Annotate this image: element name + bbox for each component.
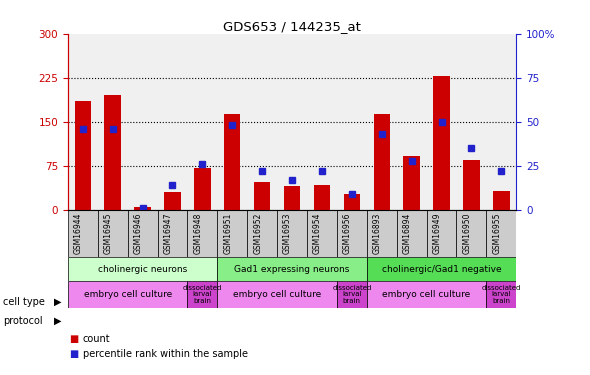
Text: GSM16944: GSM16944 xyxy=(74,212,83,254)
Bar xyxy=(404,156,420,210)
Bar xyxy=(396,210,427,257)
Text: GSM16950: GSM16950 xyxy=(463,212,471,254)
Bar xyxy=(337,281,367,308)
Bar xyxy=(74,101,91,210)
Bar xyxy=(284,186,300,210)
Bar xyxy=(247,210,277,257)
Bar xyxy=(277,210,307,257)
Text: GSM16945: GSM16945 xyxy=(104,212,113,254)
Text: embryo cell culture: embryo cell culture xyxy=(233,290,321,299)
Bar xyxy=(367,281,486,308)
Bar xyxy=(217,257,367,281)
Text: GSM16947: GSM16947 xyxy=(163,212,172,254)
Text: GSM16893: GSM16893 xyxy=(373,212,382,254)
Bar xyxy=(68,210,98,257)
Bar xyxy=(463,160,480,210)
Bar xyxy=(194,168,211,210)
Text: dissociated
larval
brain: dissociated larval brain xyxy=(183,285,222,304)
Bar xyxy=(307,210,337,257)
Text: cholinergic neurons: cholinergic neurons xyxy=(98,265,187,274)
Bar xyxy=(135,207,151,210)
Bar xyxy=(68,281,188,308)
Text: percentile rank within the sample: percentile rank within the sample xyxy=(83,350,248,359)
Title: GDS653 / 144235_at: GDS653 / 144235_at xyxy=(223,20,361,33)
Text: count: count xyxy=(83,334,110,344)
Bar xyxy=(486,281,516,308)
Text: dissociated
larval
brain: dissociated larval brain xyxy=(332,285,372,304)
Text: cell type: cell type xyxy=(3,297,45,307)
Text: GSM16946: GSM16946 xyxy=(133,212,143,254)
Text: GSM16956: GSM16956 xyxy=(343,212,352,254)
Bar xyxy=(493,191,510,210)
Text: ▶: ▶ xyxy=(54,297,61,307)
Bar xyxy=(188,281,217,308)
Text: cholinergic/Gad1 negative: cholinergic/Gad1 negative xyxy=(382,265,502,274)
Bar xyxy=(367,210,396,257)
Text: GSM16953: GSM16953 xyxy=(283,212,292,254)
Text: GSM16949: GSM16949 xyxy=(432,212,441,254)
Bar xyxy=(164,192,181,210)
Bar xyxy=(433,76,450,210)
Bar xyxy=(217,210,247,257)
Bar xyxy=(457,210,486,257)
Bar xyxy=(68,257,217,281)
Text: GSM16954: GSM16954 xyxy=(313,212,322,254)
Text: GSM16951: GSM16951 xyxy=(223,212,232,254)
Text: dissociated
larval
brain: dissociated larval brain xyxy=(481,285,521,304)
Bar xyxy=(254,182,270,210)
Bar xyxy=(98,210,127,257)
Text: ■: ■ xyxy=(70,334,79,344)
Bar xyxy=(427,210,457,257)
Text: GSM16948: GSM16948 xyxy=(194,212,202,254)
Bar xyxy=(343,194,360,210)
Bar xyxy=(314,185,330,210)
Text: embryo cell culture: embryo cell culture xyxy=(84,290,172,299)
Bar xyxy=(127,210,158,257)
Bar xyxy=(373,114,390,210)
Bar xyxy=(217,281,337,308)
Text: GSM16952: GSM16952 xyxy=(253,212,262,254)
Text: ▶: ▶ xyxy=(54,316,61,326)
Text: GSM16894: GSM16894 xyxy=(402,212,412,254)
Bar xyxy=(104,95,121,210)
Text: Gad1 expressing neurons: Gad1 expressing neurons xyxy=(234,265,350,274)
Text: embryo cell culture: embryo cell culture xyxy=(382,290,471,299)
Text: protocol: protocol xyxy=(3,316,42,326)
Text: ■: ■ xyxy=(70,350,79,359)
Text: GSM16955: GSM16955 xyxy=(492,212,502,254)
Bar xyxy=(486,210,516,257)
Bar xyxy=(224,114,241,210)
Bar xyxy=(188,210,217,257)
Bar xyxy=(337,210,367,257)
Bar xyxy=(158,210,188,257)
Bar xyxy=(367,257,516,281)
